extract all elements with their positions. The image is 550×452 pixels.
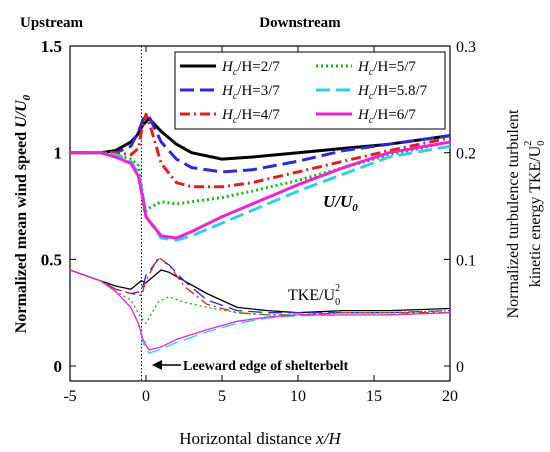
edge-annotation: Leeward edge of shelterbelt [152, 359, 349, 374]
legend-label: Hc/H=5.8/7 [357, 83, 428, 102]
legend-label: Hc/H=5/7 [357, 59, 416, 78]
legend: Hc/H=2/7 Hc/H=3/7 Hc/H=4/7 Hc/H=5/7 Hc/H=5.8… [174, 51, 446, 130]
tke-series-layer [69, 256, 451, 354]
y-right-tick-label: 0 [456, 359, 464, 376]
edge-label: Leeward edge of shelterbelt [183, 359, 349, 374]
downstream-label: Downstream [259, 15, 341, 31]
u-series-5 [70, 144, 451, 242]
u-series-1 [70, 117, 451, 161]
x-tick-label: 5 [218, 388, 226, 405]
u-series-3 [70, 112, 451, 189]
u-series-6 [70, 140, 451, 240]
u-series-2 [70, 114, 451, 174]
plot-frame [69, 45, 451, 382]
edge-arrow-head [152, 360, 162, 370]
y-axis-right-title-line1: Normalized turbulence turbulent [505, 109, 522, 318]
x-tick-label: 10 [290, 388, 306, 405]
y-left-tick-label: 0.5 [41, 250, 62, 269]
u-series-label: U/U0 [323, 192, 358, 214]
tke-series-6 [69, 269, 451, 351]
tke-series-1 [69, 269, 451, 314]
legend-label: Hc/H=6/7 [357, 107, 416, 126]
tke-series-2 [69, 258, 451, 314]
y-left-tick-label: 0 [54, 357, 63, 376]
x-tick-label: 20 [442, 388, 458, 405]
x-tick-label: 0 [142, 388, 150, 405]
u-series-4 [70, 140, 451, 214]
y-right-tick-label: 0.1 [456, 252, 476, 269]
x-tick-label: -5 [63, 388, 76, 405]
y-left-tick-label: 1 [54, 144, 63, 163]
y-axis-left-title: Normalized mean wind speed U/U0 [13, 94, 33, 333]
y-right-tick-label: 0.2 [456, 146, 476, 163]
y-axis-right-title-line2: kinetic energy TKE/U02 [523, 141, 547, 288]
x-axis-title: Horizontal distance x/H [179, 429, 342, 448]
y-left-tick-label: 1.5 [41, 37, 62, 56]
legend-box [174, 51, 446, 130]
tke-series-4 [69, 269, 451, 325]
tke-series-label: TKE/U02 [288, 283, 340, 308]
y-right-tick-label: 0.3 [456, 39, 476, 56]
upstream-label: Upstream [20, 15, 84, 31]
tke-series-3 [69, 256, 450, 316]
legend-label: Hc/H=3/7 [221, 83, 280, 102]
legend-label: Hc/H=4/7 [221, 107, 280, 126]
legend-label: Hc/H=2/7 [221, 59, 280, 78]
x-tick-label: 15 [366, 388, 382, 405]
u-series-layer [70, 112, 451, 242]
